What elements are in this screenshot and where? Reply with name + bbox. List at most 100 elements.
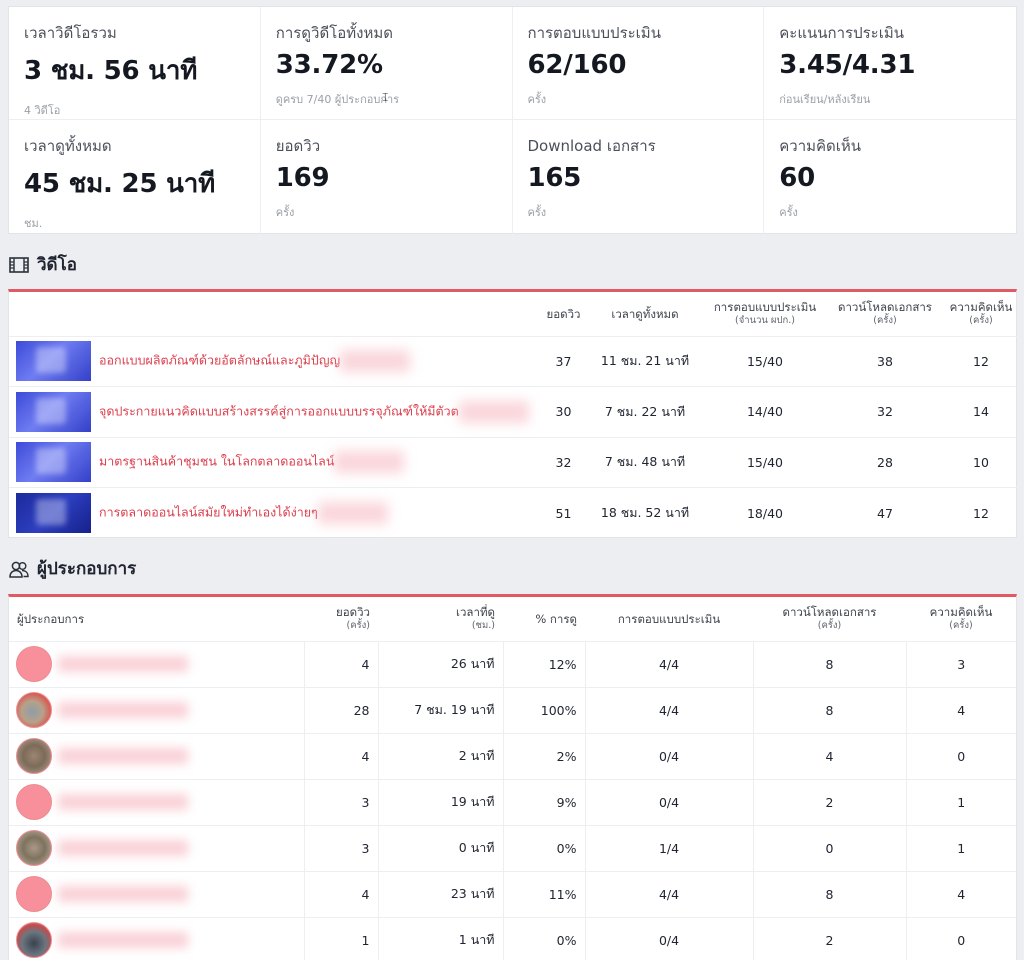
person-name-redacted[interactable] (58, 702, 188, 718)
video-survey: 15/40 (746, 353, 784, 369)
video-title-link[interactable]: ออกแบบผลิตภัณฑ์ด้วยอัตลักษณ์และภูมิปัญญ (99, 352, 341, 368)
person-survey: 4/4 (584, 871, 753, 917)
person-name-redacted[interactable] (58, 932, 188, 948)
person-downloads: 2 (752, 917, 906, 960)
stat-label: เวลาวิดีโอรวม (24, 24, 117, 42)
people-table-panel: ผู้ประกอบการ ยอดวิว (ครั้ง) เวลาที่ดู (ชม.… (8, 594, 1017, 960)
col-percent[interactable]: % การดู (503, 597, 585, 642)
video-title-link[interactable]: การตลาดออนไลน์สมัยใหม่ทำเองได้ง่ายๆ (99, 504, 318, 520)
person-cell[interactable] (9, 918, 304, 960)
person-survey: 0/4 (584, 733, 753, 779)
video-views: 37 (555, 353, 572, 369)
person-cell[interactable] (9, 734, 304, 779)
person-comments: 0 (905, 733, 1016, 779)
video-title-link[interactable]: จุดประกายแนวคิดแบบสร้างสรรค์สู่การออกแบบ… (99, 403, 459, 419)
col-comments[interactable]: ความคิดเห็น (ครั้ง) (944, 292, 1018, 337)
person-views: 4 (303, 871, 378, 917)
video-thumbnail[interactable] (16, 493, 91, 533)
table-row[interactable]: 4 23 นาที 11% 4/4 8 4 (9, 871, 1016, 917)
person-views: 28 (303, 687, 378, 733)
table-row[interactable]: ออกแบบผลิตภัณฑ์ด้วยอัตลักษณ์และภูมิปัญญ … (9, 336, 1018, 387)
person-survey: 1/4 (584, 825, 753, 871)
stat-total-video-time: เวลาวิดีโอรวม 3 ชม. 56 นาที 4 วิดีโอ (9, 7, 261, 120)
table-row[interactable]: 28 7 ชม. 19 นาที 100% 4/4 8 4 (9, 687, 1016, 733)
person-downloads: 8 (752, 641, 906, 687)
person-percent: 9% (502, 779, 585, 825)
video-thumbnail[interactable] (16, 442, 91, 483)
video-comments: 12 (973, 353, 989, 369)
person-survey: 4/4 (584, 687, 753, 733)
person-cell[interactable] (9, 642, 304, 687)
person-watch-time: 7 ชม. 19 นาที (377, 687, 503, 733)
stat-value: 45 ชม. 25 นาที (24, 169, 216, 199)
person-survey: 0/4 (584, 917, 753, 960)
stat-assessment-score: คะแนนการประเมิน 3.45/4.31 ก่อนเรียน/หลัง… (764, 7, 1016, 120)
person-name-redacted[interactable] (58, 748, 188, 764)
col-survey[interactable]: การตอบแบบประเมิน (585, 597, 753, 642)
video-comments: 10 (973, 454, 989, 470)
table-row[interactable]: จุดประกายแนวคิดแบบสร้างสรรค์สู่การออกแบบ… (9, 387, 1018, 437)
person-views: 3 (303, 779, 378, 825)
stat-sub: ดูครบ 7/40 ผู้ประกอบการ (275, 93, 400, 106)
person-comments: 0 (905, 917, 1016, 960)
video-watch-time: 11 ชม. 21 นาที (600, 353, 690, 369)
table-row[interactable]: มาตรฐานสินค้าชุมชน ในโลกตลาดออนไลน์ 32 7… (9, 437, 1018, 488)
person-views: 3 (303, 825, 378, 871)
video-title-link[interactable]: มาตรฐานสินค้าชุมชน ในโลกตลาดออนไลน์ (99, 453, 335, 469)
person-watch-time: 23 นาที (377, 871, 503, 917)
table-row[interactable]: 3 0 นาที 0% 1/4 0 1 (9, 825, 1016, 871)
video-thumbnail[interactable] (16, 391, 91, 432)
person-survey: 4/4 (584, 641, 753, 687)
stat-label: การตอบแบบประเมิน (527, 24, 661, 42)
person-percent: 100% (502, 687, 585, 733)
stat-label: ยอดวิว (275, 137, 321, 155)
person-cell[interactable] (9, 872, 304, 917)
col-name[interactable]: ผู้ประกอบการ (9, 597, 304, 642)
table-row[interactable]: 3 19 นาที 9% 0/4 2 1 (9, 779, 1016, 825)
table-row[interactable]: 4 26 นาที 12% 4/4 8 3 (9, 641, 1016, 687)
person-views: 4 (303, 641, 378, 687)
avatar (16, 738, 52, 774)
col-downloads[interactable]: ดาวน์โหลดเอกสาร (ครั้ง) (753, 597, 906, 642)
col-survey[interactable]: การตอบแบบประเมิน (จำนวน ผปก.) (704, 292, 826, 337)
person-name-redacted[interactable] (58, 656, 188, 672)
table-row[interactable]: 4 2 นาที 2% 0/4 4 0 (9, 733, 1016, 779)
person-cell[interactable] (9, 688, 304, 733)
video-table-header: ยอดวิว เวลาดูทั้งหมด การตอบแบบประเมิน (จำ… (9, 292, 1018, 337)
stat-sub: ครั้ง (527, 206, 547, 219)
col-views[interactable]: ยอดวิว (ครั้ง) (304, 597, 378, 642)
stat-value: 62/160 (527, 50, 627, 80)
person-downloads: 8 (752, 687, 906, 733)
person-name-redacted[interactable] (58, 794, 188, 810)
person-watch-time: 26 นาที (377, 641, 503, 687)
person-cell[interactable] (9, 826, 304, 871)
col-watch-time[interactable]: เวลาดูทั้งหมด (586, 292, 704, 337)
person-name-redacted[interactable] (58, 840, 188, 856)
stat-sub: ครั้ง (779, 206, 798, 219)
person-percent: 0% (502, 917, 585, 960)
col-comments[interactable]: ความคิดเห็น (ครั้ง) (906, 597, 1016, 642)
video-table: ยอดวิว เวลาดูทั้งหมด การตอบแบบประเมิน (จำ… (9, 292, 1018, 538)
person-downloads: 4 (752, 733, 906, 779)
person-views: 4 (303, 733, 378, 779)
video-downloads: 28 (877, 454, 893, 470)
person-name-redacted[interactable] (58, 886, 188, 902)
person-views: 1 (303, 917, 378, 960)
video-watch-time: 7 ชม. 22 นาที (604, 403, 686, 419)
avatar (16, 876, 52, 912)
video-comments: 14 (973, 404, 989, 420)
col-views[interactable]: ยอดวิว (541, 292, 586, 337)
person-comments: 3 (905, 641, 1016, 687)
person-watch-time: 1 นาที (377, 917, 503, 960)
col-downloads[interactable]: ดาวน์โหลดเอกสาร (ครั้ง) (826, 292, 944, 337)
stat-sub: 4 วิดีโอ (24, 104, 61, 117)
people-section-header: ผู้ประกอบการ (9, 555, 136, 582)
stat-value: 165 (527, 163, 582, 193)
table-row[interactable]: 1 1 นาที 0% 0/4 2 0 (9, 917, 1016, 960)
stat-value: 169 (275, 163, 330, 193)
person-cell[interactable] (9, 780, 304, 825)
col-watch-time[interactable]: เวลาที่ดู (ชม.) (378, 597, 503, 642)
table-row[interactable]: การตลาดออนไลน์สมัยใหม่ทำเองได้ง่ายๆ 51 1… (9, 488, 1018, 539)
video-thumbnail[interactable] (16, 341, 91, 382)
stat-label: ความคิดเห็น (779, 137, 862, 155)
